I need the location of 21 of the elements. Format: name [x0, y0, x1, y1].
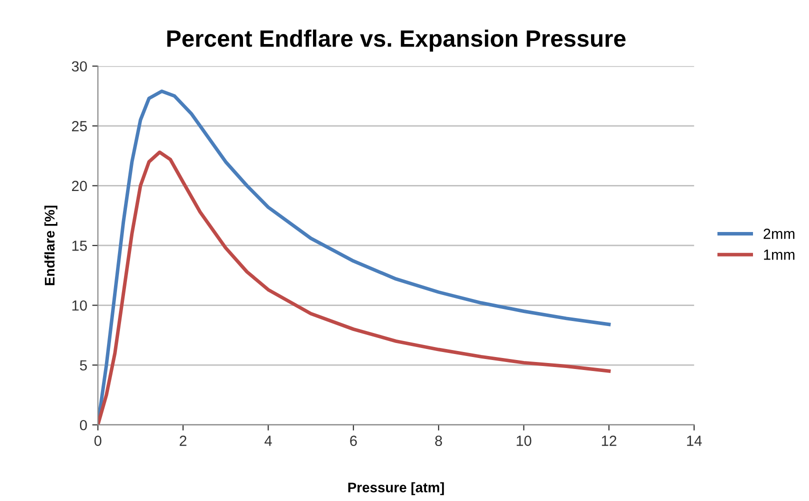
y-tick-label: 5	[80, 360, 87, 370]
x-tick-label: 4	[264, 436, 272, 446]
x-tick-label: 10	[516, 436, 532, 446]
chart-title: Percent Endflare vs. Expansion Pressure	[167, 30, 626, 52]
x-tick-label: 12	[602, 436, 616, 446]
x-tick-label: 8	[435, 436, 442, 446]
y-tick-label: 10	[72, 300, 87, 311]
y-tick-label: 20	[72, 180, 87, 192]
x-tick-label: 6	[350, 436, 357, 446]
x-tick-label: 2	[180, 436, 186, 446]
y-tick-label: 25	[72, 121, 87, 132]
y-tick-label: 15	[72, 240, 87, 251]
x-tick-label: 0	[94, 436, 102, 446]
y-tick-label: 0	[80, 420, 87, 430]
y-axis-title: Endflare [%]	[44, 206, 58, 286]
line-series	[98, 150, 611, 425]
legend-label: 2mm	[764, 228, 794, 239]
x-tick-label: 14	[687, 436, 702, 446]
y-tick-label: 30	[72, 61, 87, 72]
x-axis-title: Pressure [atm]	[348, 482, 444, 496]
legend-label: 1mm	[764, 250, 794, 260]
